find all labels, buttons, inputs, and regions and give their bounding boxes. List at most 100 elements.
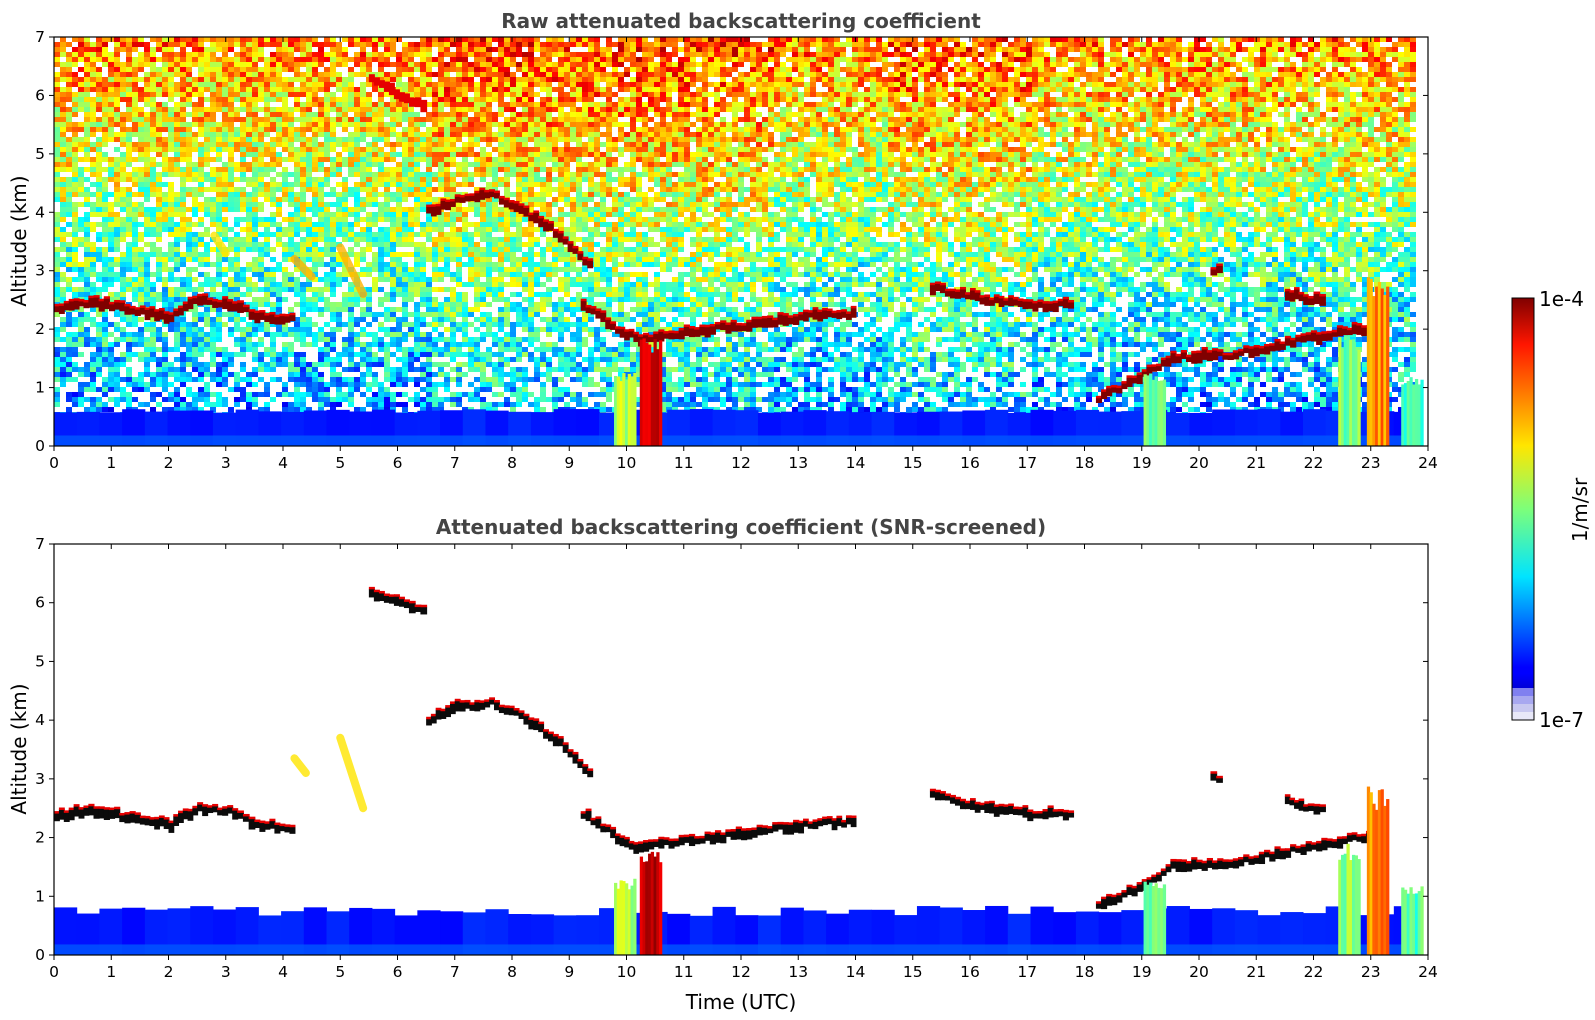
cloud-layer	[1284, 287, 1326, 306]
x-tick-label: 1	[106, 454, 116, 472]
x-tick-label: 21	[1246, 963, 1266, 981]
x-tick-label: 22	[1304, 454, 1324, 472]
raw-backscatter-panel: Raw attenuated backscattering coefficien…	[7, 9, 1438, 472]
x-tick-label: 23	[1361, 454, 1381, 472]
x-tick-label: 4	[278, 454, 288, 472]
x-tick-label: 13	[788, 454, 808, 472]
x-ticks: 0 1 2 3 4 5 6 7 8 9 10 11 12 13 14 15 16 17 18 19 20 21 22 23 24	[49, 544, 1438, 981]
y-tick-label: 4	[35, 711, 45, 729]
x-tick-label: 21	[1246, 454, 1266, 472]
cloud-layer	[929, 281, 1075, 313]
vertical-plume	[614, 878, 637, 955]
x-tick-label: 19	[1132, 454, 1152, 472]
cloud-layer	[580, 298, 857, 347]
y-tick-label: 2	[35, 320, 45, 338]
y-tick-label: 7	[35, 535, 45, 553]
x-tick-label: 18	[1075, 963, 1095, 981]
panel-title: Attenuated backscattering coefficient (S…	[436, 515, 1046, 539]
plot-frame	[53, 543, 1429, 956]
y-tick-label: 2	[35, 829, 45, 847]
surface-aerosol-layer	[54, 905, 1418, 955]
aerosol-streak	[290, 255, 316, 281]
x-tick-label: 16	[960, 454, 980, 472]
y-tick-label: 7	[35, 28, 45, 46]
x-tick-label: 17	[1017, 454, 1037, 472]
colorbar-min-label: 1e-7	[1539, 708, 1584, 732]
x-tick-label: 10	[617, 963, 637, 981]
vertical-plume	[1143, 373, 1167, 446]
x-tick-label: 14	[846, 454, 866, 472]
cloud-layer	[929, 788, 1075, 822]
heatmap-area	[54, 586, 1424, 955]
y-tick-label: 1	[35, 887, 45, 905]
heatmap-area	[54, 37, 1424, 446]
x-tick-label: 13	[788, 963, 808, 981]
colorbar-band	[1512, 712, 1534, 720]
vertical-plume	[639, 338, 663, 446]
x-tick-label: 19	[1132, 963, 1152, 981]
x-tick-label: 5	[335, 963, 345, 981]
y-tick-label: 6	[35, 86, 45, 104]
vertical-plume	[1366, 277, 1390, 446]
x-tick-label: 23	[1361, 963, 1381, 981]
cloud-layer	[1095, 321, 1372, 404]
x-tick-label: 24	[1418, 963, 1438, 981]
vertical-plume	[1338, 843, 1361, 955]
vertical-plume	[1143, 881, 1167, 955]
cloud-layer	[368, 74, 428, 113]
x-ticks: 0 1 2 3 4 5 6 7 8 9 10 11 12 13 14 15 16 17 18 19 20 21 22 23 24	[49, 37, 1438, 472]
vertical-plume	[639, 851, 663, 955]
colorbar-max-label: 1e-4	[1539, 287, 1584, 311]
x-tick-label: 2	[164, 963, 174, 981]
noise-background	[54, 37, 1416, 446]
x-tick-label: 16	[960, 963, 980, 981]
cloud-layer	[1095, 830, 1372, 910]
cloud-layer	[1210, 771, 1223, 783]
y-ticks: 0 1 2 3 4 5 6 7	[35, 535, 1428, 964]
y-tick-label: 1	[35, 379, 45, 397]
aerosol-streak	[290, 754, 310, 777]
y-tick-label: 4	[35, 203, 45, 221]
x-tick-label: 1	[106, 963, 116, 981]
x-tick-label: 3	[221, 454, 231, 472]
cloud-layer	[1210, 263, 1223, 276]
vertical-plume	[1401, 886, 1424, 955]
x-tick-label: 9	[564, 963, 574, 981]
x-tick-label: 17	[1017, 963, 1037, 981]
x-axis-label: Time (UTC)	[685, 990, 797, 1014]
x-tick-label: 15	[903, 963, 923, 981]
cloud-layer	[368, 586, 428, 615]
vertical-plume	[1338, 337, 1361, 446]
x-tick-label: 10	[617, 454, 637, 472]
y-tick-label: 6	[35, 594, 45, 612]
x-tick-label: 18	[1075, 454, 1095, 472]
x-tick-label: 4	[278, 963, 288, 981]
x-tick-label: 22	[1304, 963, 1324, 981]
cloud-layer	[580, 808, 857, 854]
cloud-layer	[1284, 794, 1326, 815]
x-tick-label: 3	[221, 963, 231, 981]
cloud-layer	[426, 187, 594, 269]
y-tick-label: 3	[35, 770, 45, 788]
x-tick-label: 6	[393, 454, 403, 472]
y-tick-label: 5	[35, 652, 45, 670]
x-tick-label: 7	[450, 454, 460, 472]
y-axis-label: Altitude (km)	[7, 683, 31, 814]
screened-backscatter-panel: Attenuated backscattering coefficient (S…	[7, 515, 1438, 1014]
surface-aerosol-layer	[54, 409, 1418, 446]
colorbar: 1e-4 1e-7 1/m/sr	[1511, 287, 1592, 732]
y-ticks: 0 1 2 3 4 5 6 7	[35, 28, 1428, 455]
aerosol-streak	[336, 733, 368, 813]
x-tick-label: 9	[564, 454, 574, 472]
vertical-plume	[614, 372, 637, 446]
colorbar-gradient	[1512, 298, 1534, 720]
x-tick-label: 14	[846, 963, 866, 981]
x-tick-label: 12	[731, 454, 751, 472]
x-tick-label: 11	[674, 454, 694, 472]
x-tick-label: 11	[674, 963, 694, 981]
vertical-plume	[1366, 786, 1390, 955]
x-tick-label: 0	[49, 454, 59, 472]
colorbar-band	[1512, 704, 1534, 712]
colorbar-band	[1512, 696, 1534, 704]
colorbar-frame	[1511, 297, 1535, 721]
